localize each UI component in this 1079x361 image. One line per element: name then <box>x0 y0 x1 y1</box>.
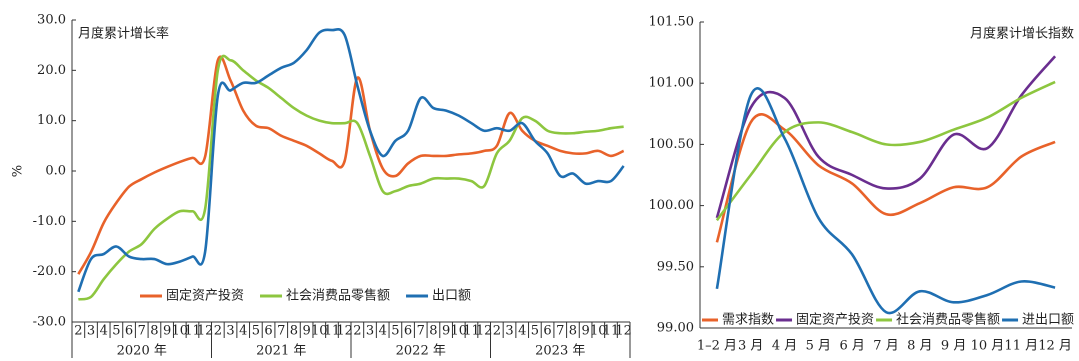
x-tick-label: 8 <box>569 324 577 339</box>
legend-label: 社会消费品零售额 <box>286 288 390 304</box>
x-tick-label: 4 <box>239 324 247 339</box>
annotation: 月度累计增长率 <box>78 26 169 42</box>
x-tick-label: 9 月 <box>941 339 966 354</box>
legend-label: 固定资产投资 <box>796 312 874 328</box>
x-tick-label: 10 <box>172 324 189 339</box>
x-tick-label: 11 月 <box>1004 339 1038 354</box>
y-tick-label: -10.0 <box>33 214 66 229</box>
x-tick-label: 4 <box>379 324 387 339</box>
x-tick-label: 7 月 <box>873 339 898 354</box>
series-line <box>715 87 1056 315</box>
legend-label: 社会消费品零售额 <box>896 312 1000 328</box>
x-tick-label: 10 <box>590 324 607 339</box>
series-line <box>78 54 624 301</box>
y-tick-label: 100.00 <box>649 198 695 213</box>
x-tick-label: 11 <box>184 324 201 339</box>
x-tick-label: 12 <box>336 324 353 339</box>
group-label: 2022 年 <box>396 344 446 359</box>
y-tick-label: 30.0 <box>37 13 66 28</box>
x-tick-label: 7 <box>277 324 285 339</box>
x-tick-label: 5 月 <box>806 339 831 354</box>
series-line <box>715 113 1056 243</box>
x-tick-label: 6 <box>125 324 133 339</box>
legend-label: 固定资产投资 <box>166 288 244 304</box>
x-tick-label: 8 <box>150 324 158 339</box>
x-tick-label: 4 <box>100 324 108 339</box>
x-tick-label: 12 <box>615 324 632 339</box>
x-tick-label: 7 <box>417 324 425 339</box>
y-tick-label: 100.50 <box>649 137 695 152</box>
y-axis-label: % <box>11 165 26 177</box>
y-tick-label: -20.0 <box>33 264 66 279</box>
x-tick-label: 8 <box>290 324 298 339</box>
x-tick-label: 7 <box>138 324 146 339</box>
y-tick-label: 101.50 <box>649 15 695 30</box>
x-tick-label: 11 <box>463 324 480 339</box>
y-tick-label: -30.0 <box>33 315 66 330</box>
x-tick-label: 10 <box>451 324 468 339</box>
series-line <box>715 80 1056 222</box>
y-tick-label: 99.00 <box>657 321 694 336</box>
x-tick-label: 5 <box>391 324 399 339</box>
annotation: 月度累计增长指数 <box>970 26 1074 42</box>
x-tick-label: 12 <box>197 324 214 339</box>
x-tick-label: 10 <box>311 324 328 339</box>
x-tick-label: 2 <box>353 324 361 339</box>
group-label: 2023 年 <box>535 344 585 359</box>
x-tick-label: 6 月 <box>839 339 864 354</box>
x-tick-label: 8 月 <box>907 339 932 354</box>
x-tick-label: 5 <box>252 324 260 339</box>
series-line <box>77 55 625 275</box>
x-tick-label: 3 月 <box>738 339 763 354</box>
x-tick-label: 9 <box>581 324 589 339</box>
x-tick-label: 4 月 <box>772 339 797 354</box>
x-tick-label: 8 <box>429 324 437 339</box>
x-tick-label: 11 <box>603 324 620 339</box>
x-tick-label: 3 <box>505 324 513 339</box>
series-line <box>715 55 1057 219</box>
x-tick-label: 3 <box>87 324 95 339</box>
x-tick-label: 10 月 <box>971 339 1005 354</box>
group-label: 2020 年 <box>117 344 167 359</box>
x-tick-label: 9 <box>302 324 310 339</box>
legend-label: 进出口额 <box>1022 313 1074 328</box>
x-tick-label: 2 <box>493 324 501 339</box>
x-tick-label: 2 <box>214 324 222 339</box>
x-tick-label: 4 <box>518 324 526 339</box>
x-tick-label: 12 月 <box>1038 339 1072 354</box>
x-tick-label: 12 <box>476 324 493 339</box>
x-tick-label: 6 <box>543 324 551 339</box>
x-tick-label: 7 <box>556 324 564 339</box>
y-tick-label: 0.0 <box>45 164 66 179</box>
x-tick-label: 11 <box>324 324 341 339</box>
legend-label: 出口额 <box>432 289 471 304</box>
y-tick-label: 10.0 <box>37 113 66 128</box>
x-tick-label: 1–2 月 <box>697 339 737 354</box>
y-tick-label: 99.50 <box>657 259 694 274</box>
group-label: 2021 年 <box>256 344 306 359</box>
series-line <box>77 27 625 293</box>
x-tick-label: 6 <box>264 324 272 339</box>
x-tick-label: 3 <box>366 324 374 339</box>
y-tick-label: 20.0 <box>37 63 66 78</box>
x-tick-label: 6 <box>404 324 412 339</box>
x-tick-label: 9 <box>163 324 171 339</box>
x-tick-label: 9 <box>442 324 450 339</box>
y-tick-label: 101.00 <box>649 76 695 91</box>
x-tick-label: 3 <box>226 324 234 339</box>
x-tick-label: 5 <box>531 324 539 339</box>
x-tick-label: 2 <box>74 324 82 339</box>
x-tick-label: 5 <box>112 324 120 339</box>
legend-label: 需求指数 <box>722 313 774 328</box>
